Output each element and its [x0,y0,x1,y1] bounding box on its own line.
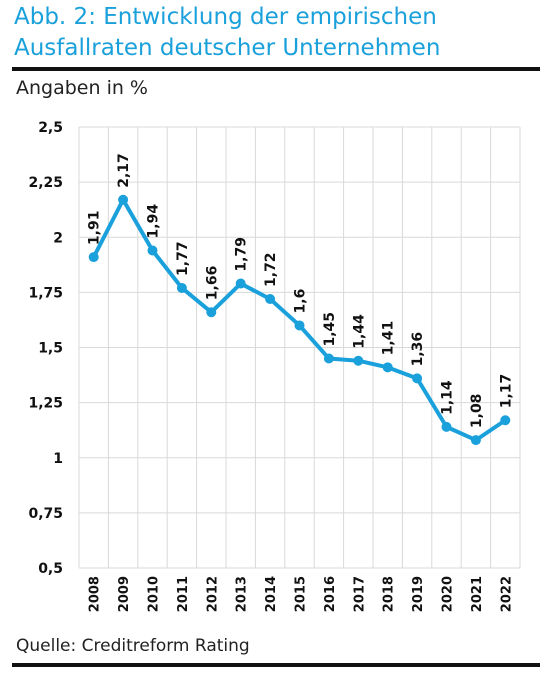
x-tick-label: 2015 [294,576,309,612]
data-point [470,435,481,446]
data-point [265,293,276,304]
data-point [323,353,334,364]
data-point [353,355,364,366]
data-label: 1,66 [204,266,220,301]
y-tick-label: 1,25 [28,396,63,412]
unit-note: Angaben in % [16,77,148,99]
data-point [118,194,129,205]
x-tick-label: 2021 [470,576,485,612]
x-tick-label: 2012 [205,576,220,612]
y-tick-label: 0,5 [38,561,63,577]
bottom-rule [12,663,540,667]
data-point [500,415,511,426]
y-tick-label: 0,75 [28,506,63,522]
data-label: 1,72 [263,252,279,287]
x-tick-label: 2016 [323,576,338,612]
x-tick-label: 2017 [352,576,367,612]
data-point [206,307,217,318]
y-tick-label: 2 [53,230,63,246]
data-label: 1,44 [351,314,367,349]
data-label: 1,41 [381,321,397,356]
x-tick-label: 2022 [499,576,514,612]
data-label: 1,6 [293,289,309,314]
data-label: 1,36 [410,332,426,367]
data-label: 2,17 [116,153,132,188]
y-axis-ticks: 0,5 0,75 1 1,25 1,5 1,75 2 2,25 2,5 [28,120,63,577]
data-label: 1,79 [234,237,250,272]
x-tick-label: 2014 [264,576,279,612]
data-label: 1,08 [469,394,485,429]
data-point [235,278,246,289]
x-tick-label: 2010 [147,576,162,612]
data-point [176,282,187,293]
x-tick-label: 2013 [235,576,250,612]
data-point [147,245,158,256]
y-tick-label: 1 [53,451,63,467]
data-label: 1,94 [146,204,162,239]
data-points [88,194,511,446]
data-label: 1,91 [87,211,103,246]
data-point [441,421,452,432]
x-tick-label: 2018 [382,576,397,612]
x-tick-label: 2019 [411,576,426,612]
top-rule [12,67,540,71]
y-tick-label: 2,5 [38,120,63,136]
data-point [412,373,423,384]
y-tick-label: 1,5 [38,341,63,357]
chart-title: Abb. 2: Entwicklung der empirischen Ausf… [14,4,441,61]
y-tick-label: 1,75 [28,285,63,301]
data-label: 1,14 [440,380,456,415]
x-tick-label: 2008 [88,576,103,612]
y-tick-label: 2,25 [28,175,63,191]
x-tick-label: 2009 [117,576,132,612]
data-label: 1,45 [322,312,338,347]
gridlines [78,126,521,569]
data-label: 1,17 [498,374,514,409]
source-note: Quelle: Creditreform Rating [16,636,250,656]
x-tick-label: 2020 [441,576,456,612]
data-point [382,362,393,373]
data-point [88,252,99,263]
x-tick-label: 2011 [176,576,191,612]
data-labels: 1,91 2,17 1,94 1,77 1,66 1,79 1,72 1,6 1,45 1,44 1… [87,153,515,428]
data-point [294,320,305,331]
x-axis-ticks: 2008 2009 2010 2011 2012 2013 2014 2015 2016 2017… [88,576,515,612]
data-label: 1,77 [175,241,191,276]
